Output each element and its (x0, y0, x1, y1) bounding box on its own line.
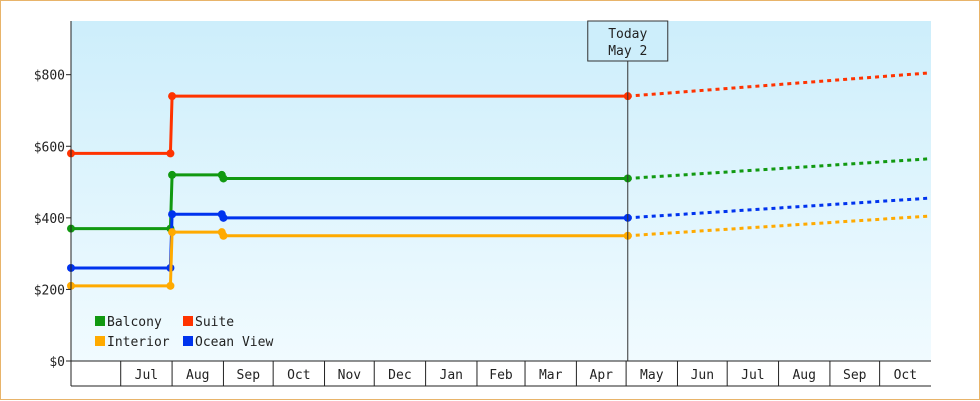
data-point-balcony (219, 174, 228, 183)
legend-swatch-balcony (95, 316, 105, 326)
x-tick-label: Mar (539, 368, 563, 383)
data-point-interior (166, 281, 175, 290)
series-line-ocean-view (71, 212, 628, 270)
legend-label-ocean-view: Ocean View (195, 335, 273, 350)
legend-swatch-ocean-view (183, 336, 193, 346)
legend-label-suite: Suite (195, 315, 234, 330)
series-layer (67, 71, 930, 290)
data-point-balcony (168, 170, 177, 179)
x-tick-label: May (640, 368, 664, 383)
plot-background (71, 21, 931, 361)
data-point-interior (219, 231, 228, 240)
legend-label-balcony: Balcony (107, 315, 162, 330)
y-tick-label: $200 (34, 283, 65, 298)
y-tick-label: $800 (34, 69, 65, 84)
legend-label-interior: Interior (107, 335, 170, 350)
x-tick-label: Oct (894, 368, 917, 383)
series-projection-balcony (627, 157, 930, 180)
today-label: Today (608, 27, 647, 42)
data-point-suite (168, 92, 177, 101)
legend-swatch-suite (183, 316, 193, 326)
x-tick-label: Sep (843, 368, 867, 383)
y-tick-label: $600 (34, 140, 65, 155)
x-tick-label: Dec (388, 368, 411, 383)
today-box (587, 20, 669, 62)
data-point-ocean-view (219, 213, 228, 222)
axes: $0 $200 $400 $600 $800 Jul Aug Sep Oct Nov Dec Jan F… (34, 21, 931, 387)
data-point-interior (168, 228, 177, 237)
series-projection-interior (627, 214, 930, 238)
today-date: May 2 (608, 44, 647, 59)
series-line-suite (71, 94, 628, 155)
x-tick-label: Feb (489, 368, 513, 383)
x-tick-label: Nov (338, 368, 362, 383)
x-tick-label: Sep (237, 368, 261, 383)
today-marker: Today May 2 (587, 20, 669, 361)
series-line-interior (71, 230, 628, 288)
y-tick-label: $400 (34, 212, 65, 227)
series-projection-ocean-view (627, 196, 930, 220)
x-tick-label: Aug (186, 368, 209, 383)
series-line-balcony (71, 173, 628, 231)
data-point-ocean-view (168, 210, 177, 219)
x-tick-label: Jun (691, 368, 714, 383)
x-tick-label: Apr (590, 368, 614, 383)
y-tick-label: $0 (49, 355, 65, 370)
x-tick-label: Aug (792, 368, 815, 383)
x-tick-label: Jul (135, 368, 158, 383)
legend: Balcony Interior Suite Ocean View (95, 315, 273, 350)
x-tick-label: Jan (440, 368, 463, 383)
legend-swatch-interior (95, 336, 105, 346)
data-point-suite (166, 149, 175, 158)
x-tick-label: Oct (287, 368, 310, 383)
series-projection-suite (627, 71, 930, 98)
x-tick-label: Jul (741, 368, 764, 383)
